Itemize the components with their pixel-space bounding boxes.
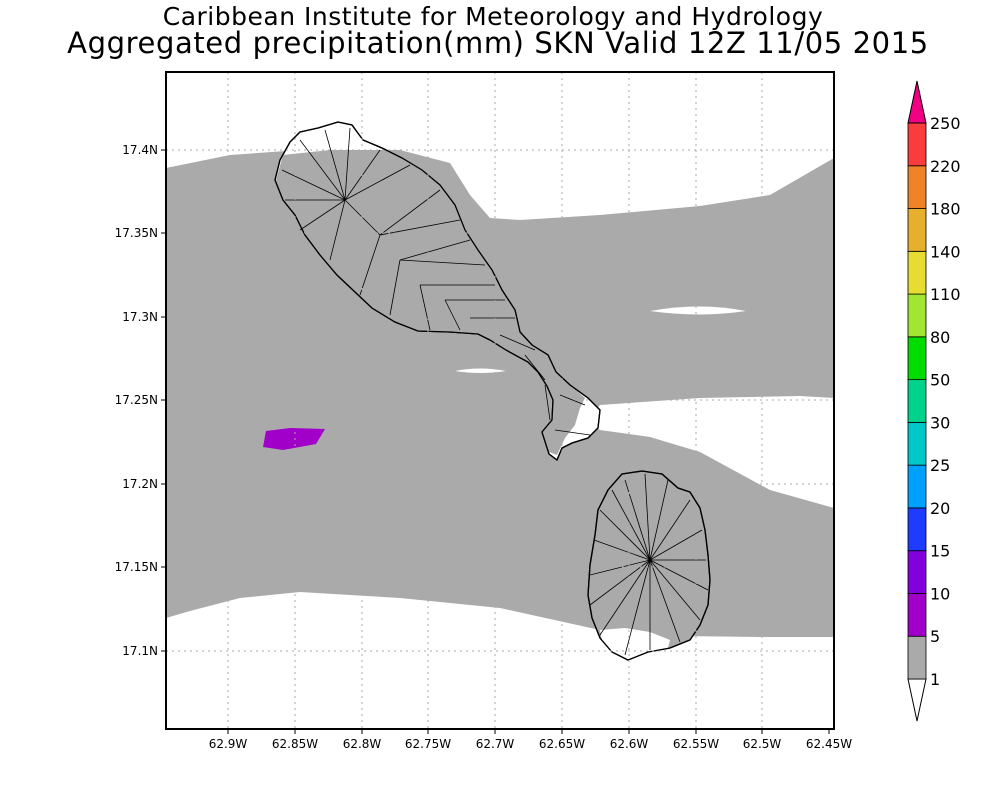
map-title: Aggregated precipitation(mm) SKN Valid 1…	[67, 26, 929, 60]
y-tick-label: 17.3N	[122, 310, 158, 324]
colorbar-label: 5	[930, 627, 940, 646]
y-tick-label: 17.35N	[115, 226, 158, 240]
y-tick-label: 17.1N	[122, 644, 158, 658]
colorbar-label: 25	[930, 456, 950, 475]
colorbar-label: 80	[930, 328, 950, 347]
dry-patch-channel	[455, 368, 506, 373]
map-grid	[166, 72, 834, 729]
x-tick-label: 62.7W	[476, 737, 515, 751]
colorbar-segment	[907, 208, 927, 252]
dry-patch-east	[650, 306, 746, 315]
colorbar-label: 250	[930, 114, 961, 133]
colorbar-label: 1	[930, 670, 940, 689]
x-tick-label: 62.8W	[343, 737, 382, 751]
colorbar-label: 180	[930, 200, 961, 219]
y-tick-label: 17.2N	[122, 477, 158, 491]
y-tick-label: 17.25N	[115, 393, 158, 407]
rain-area-5-10mm	[263, 428, 325, 450]
colorbar-over-arrow	[907, 80, 927, 124]
x-tick-label: 62.5W	[743, 737, 782, 751]
colorbar-segment	[907, 635, 927, 680]
nevis-island	[587, 470, 711, 661]
institute-title: Caribbean Institute for Meteorology and …	[162, 2, 824, 31]
st-kitts-island	[274, 121, 601, 462]
colorbar-under-arrow	[907, 678, 927, 722]
colorbar-label: 140	[930, 242, 961, 261]
colorbar-segment	[907, 421, 927, 466]
colorbar-segment	[907, 336, 927, 381]
colorbar-segment	[907, 379, 927, 423]
y-tick-label: 17.4N	[122, 143, 158, 157]
colorbar-label: 20	[930, 499, 950, 518]
colorbar-label: 30	[930, 413, 950, 432]
colorbar-segment	[907, 165, 927, 209]
precipitation-field	[166, 150, 834, 637]
colorbar-segment	[907, 464, 927, 509]
x-tick-label: 62.85W	[272, 737, 318, 751]
colorbar-label: 220	[930, 157, 961, 176]
colorbar-segment	[907, 250, 927, 295]
y-axis-labels: 17.4N 17.35N 17.3N 17.25N 17.2N 17.15N 1…	[115, 143, 158, 658]
colorbar-label: 110	[930, 285, 961, 304]
colorbar-segment	[907, 122, 927, 167]
colorbar-label: 10	[930, 584, 950, 603]
colorbar-segment	[907, 507, 927, 552]
x-tick-label: 62.6W	[610, 737, 649, 751]
x-tick-label: 62.65W	[539, 737, 585, 751]
colorbar-label: 15	[930, 542, 950, 561]
colorbar-label: 50	[930, 371, 950, 390]
y-tick-label: 17.15N	[115, 560, 158, 574]
x-axis-labels: 62.9W 62.85W 62.8W 62.75W 62.7W 62.65W 6…	[209, 737, 853, 751]
x-tick-label: 62.75W	[405, 737, 451, 751]
rain-area-1-5mm	[166, 150, 834, 637]
colorbar-segment	[907, 593, 927, 637]
x-tick-label: 62.9W	[209, 737, 248, 751]
x-tick-label: 62.45W	[806, 737, 852, 751]
x-tick-label: 62.55W	[673, 737, 719, 751]
colorbar-segment	[907, 293, 927, 338]
colorbar-segment	[907, 550, 927, 594]
